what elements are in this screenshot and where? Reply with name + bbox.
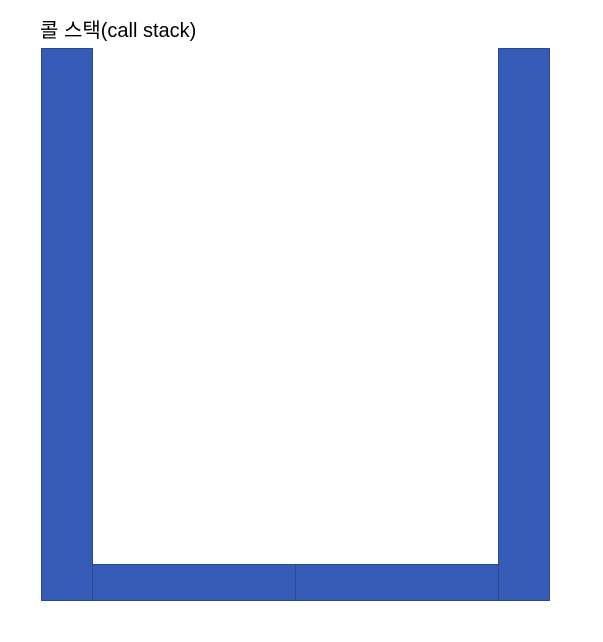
diagram-title: 콜 스택(call stack): [40, 20, 197, 42]
stack-bottom-right: [295, 564, 499, 601]
stack-left-wall: [41, 48, 93, 601]
stack-bottom-left: [92, 564, 296, 601]
stack-right-wall: [498, 48, 550, 601]
